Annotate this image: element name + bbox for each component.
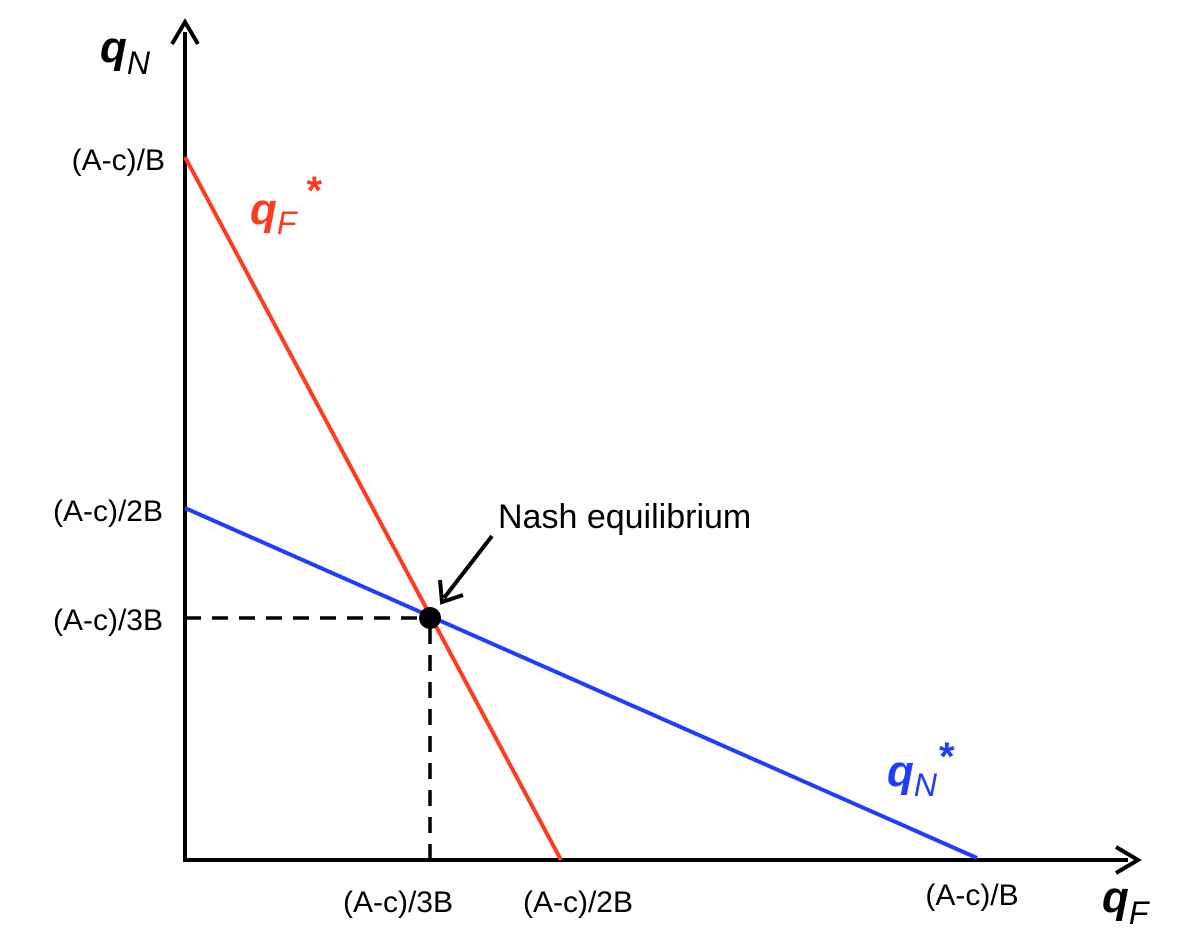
x-axis-label-main: q <box>1102 873 1129 922</box>
firm-n-curve-label: qN* <box>887 735 955 803</box>
nash-equilibrium-label: Nash equilibrium <box>498 498 751 536</box>
equilibrium-pointer-arrowhead <box>438 579 464 605</box>
firm-f-best-response-line <box>183 156 563 861</box>
nash-equilibrium-point <box>419 607 441 629</box>
y-tick-middle: (A-c)/2B <box>53 495 163 528</box>
y-axis-label-main: q <box>100 23 127 72</box>
y-tick-top: (A-c)/B <box>72 144 165 177</box>
x-tick-third: (A-c)/B <box>925 879 1018 912</box>
firm-f-curve-label: qF* <box>250 169 322 241</box>
x-axis-label-sub: F <box>1129 895 1151 931</box>
firm-f-label-star: * <box>306 169 322 213</box>
firm-n-best-response-line <box>184 506 978 860</box>
x-tick-second: (A-c)/2B <box>523 886 633 919</box>
y-axis-label: qN <box>100 23 151 81</box>
firm-f-label-sub: F <box>277 205 299 241</box>
y-axis-label-sub: N <box>127 45 151 81</box>
firm-n-label-main: q <box>887 747 914 796</box>
x-tick-first: (A-c)/3B <box>343 886 453 919</box>
firm-n-label-sub: N <box>914 767 938 803</box>
firm-n-label-star: * <box>939 735 955 779</box>
x-axis-arrowhead <box>1114 845 1142 875</box>
equilibrium-pointer-arrow <box>442 534 494 600</box>
y-axis-arrowhead <box>170 18 200 46</box>
x-axis-label: qF <box>1102 873 1151 931</box>
y-tick-lower: (A-c)/3B <box>53 604 163 637</box>
firm-f-label-main: q <box>250 185 277 234</box>
